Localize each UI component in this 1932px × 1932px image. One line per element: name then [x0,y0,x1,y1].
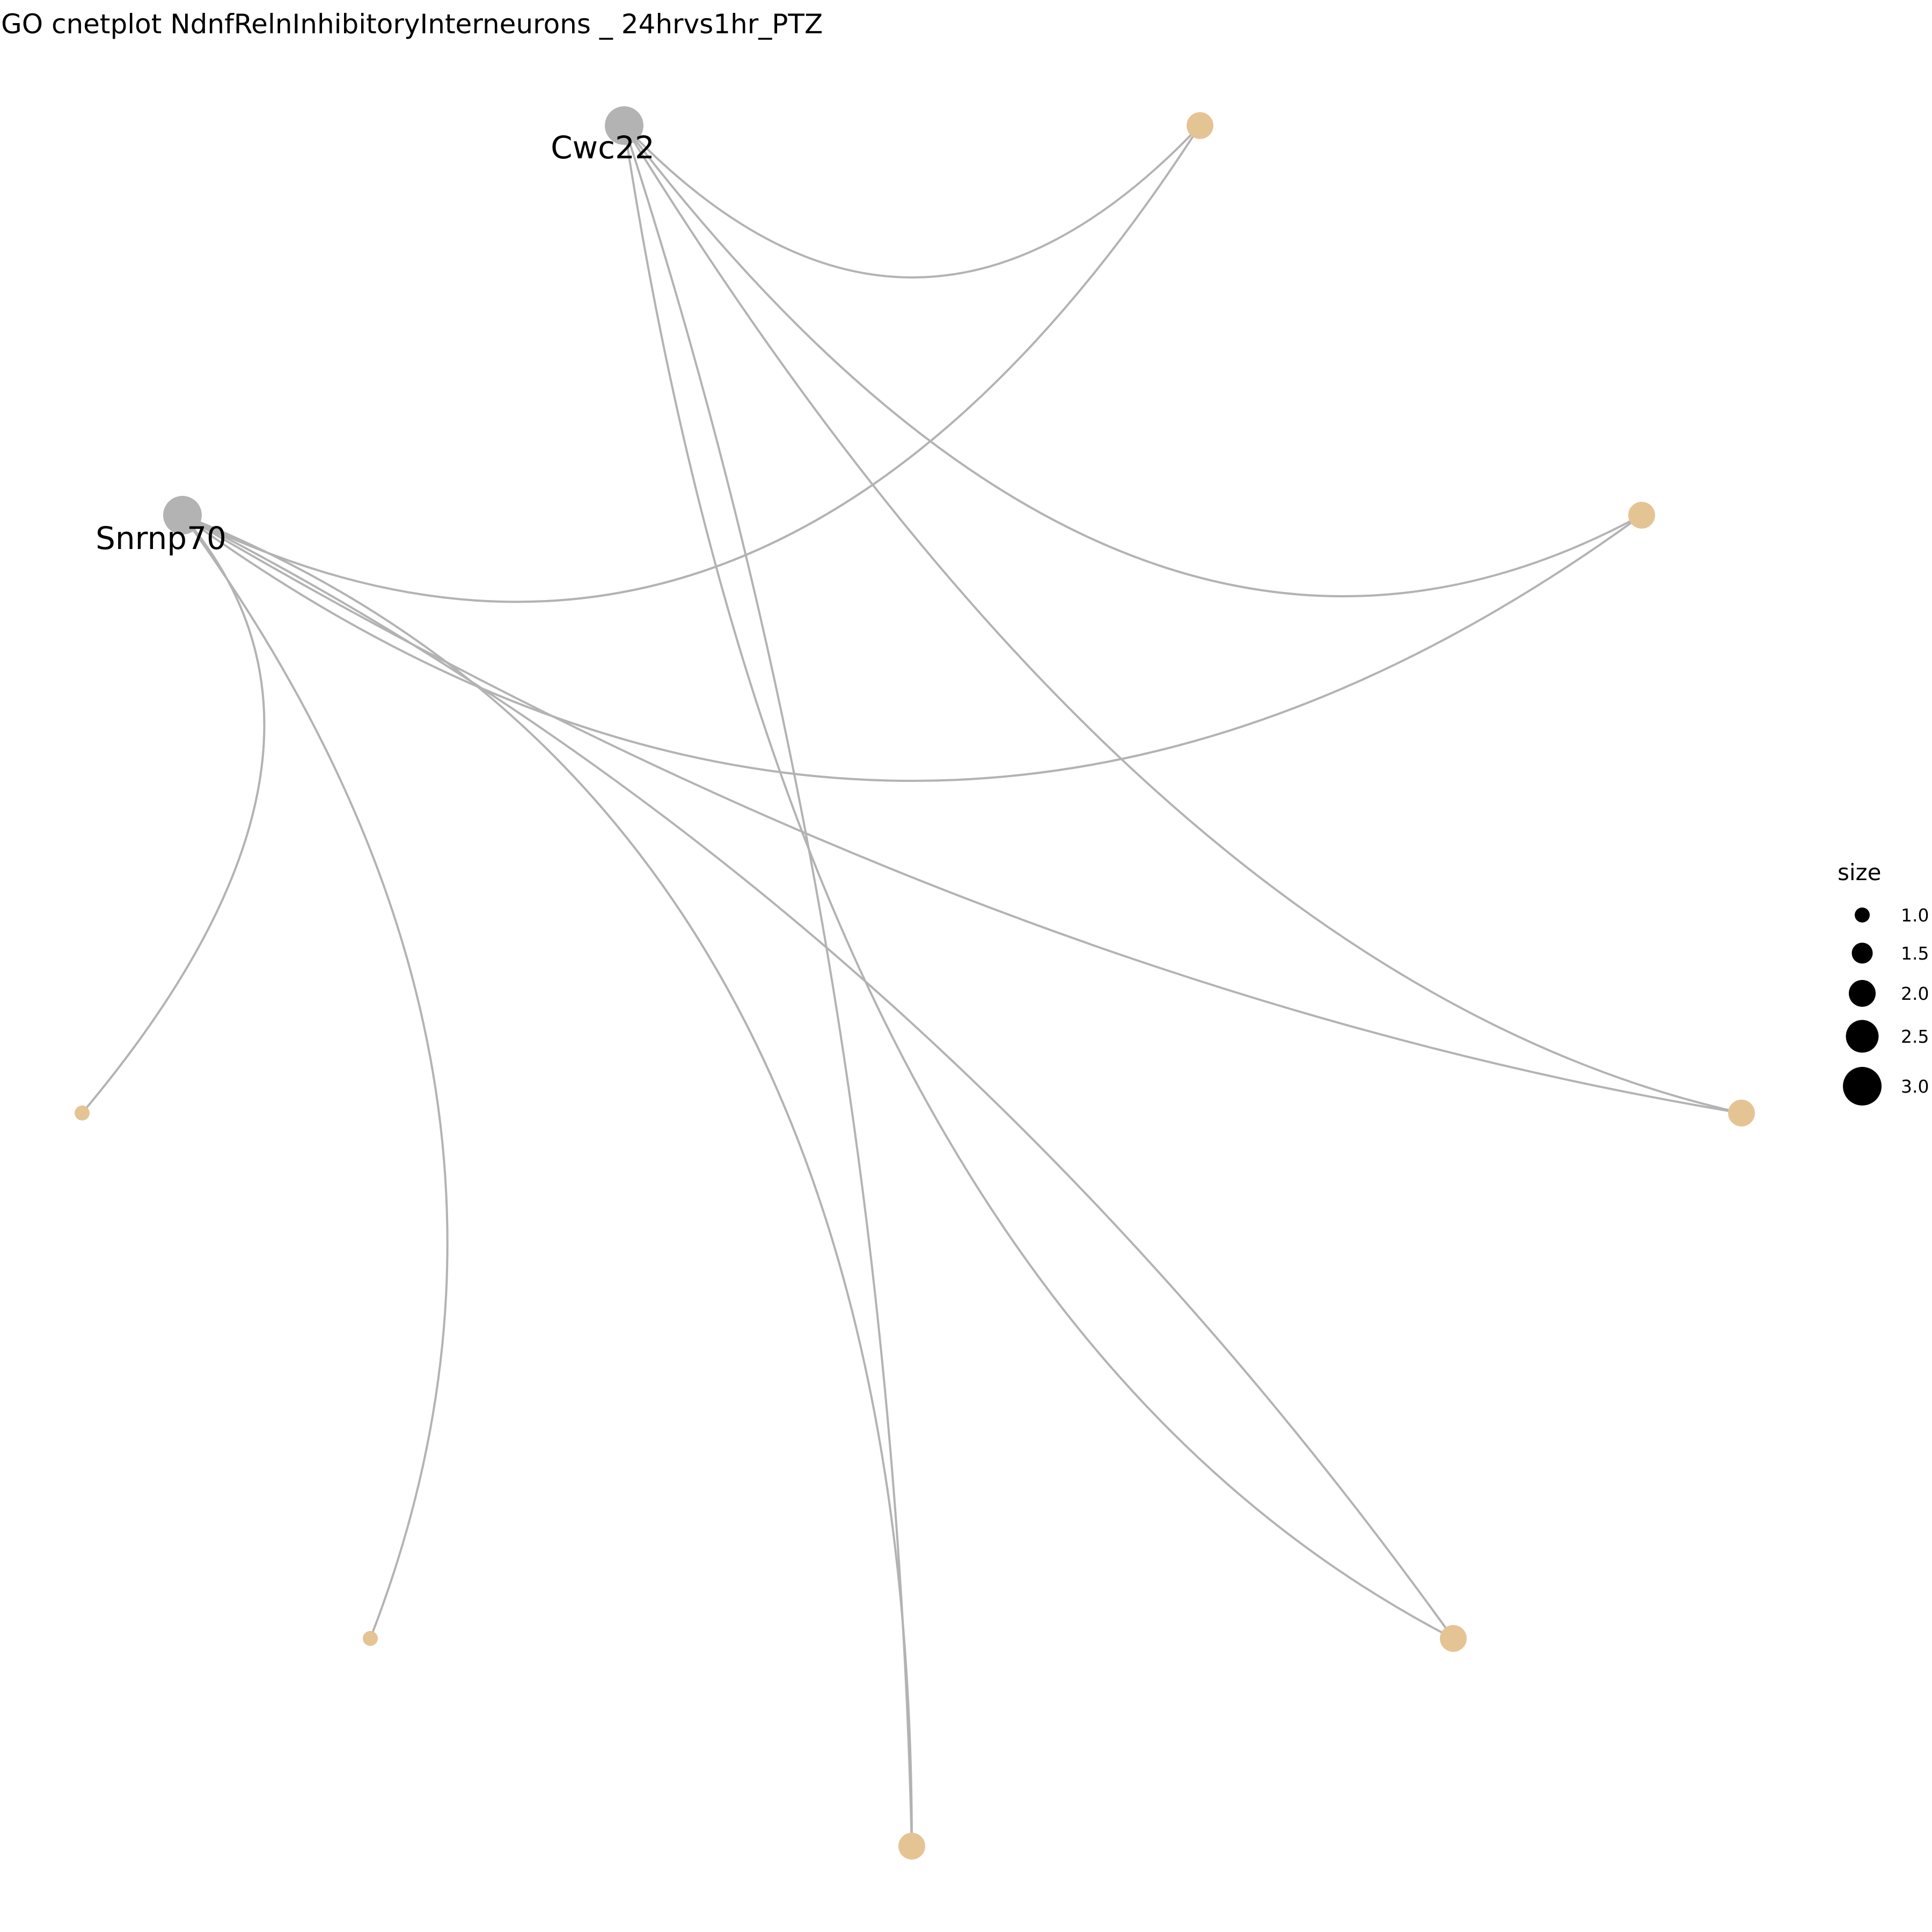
edge-cwc22-c1 [623,125,1201,279]
edge-cwc22-c5 [623,125,913,1847]
legend-title: size [1838,859,1881,885]
node-label-cwc22: Cwc22 [551,129,655,166]
edge-snrnp70-c7 [81,514,266,1114]
edge-cwc22-c4 [623,125,1454,1640]
legend-key-3-0 [1843,1067,1882,1106]
edge-snrnp70-c3 [181,514,1742,1114]
node-layer [75,106,1755,1860]
edge-layer [81,125,1742,1847]
category-node-c1 [1187,112,1213,139]
edge-cwc22-c3 [623,125,1742,1114]
edge-snrnp70-c1 [182,125,1201,603]
plot-title: GO cnetplot NdnfRelnInhibitoryInterneuro… [1,9,823,40]
category-node-c7 [75,1106,90,1121]
legend-key-1-0 [1855,908,1870,923]
edge-snrnp70-c6 [181,514,449,1639]
legend-label: 2.0 [1901,983,1929,1004]
category-node-c5 [898,1833,925,1860]
category-node-c6 [363,1631,378,1646]
edge-cwc22-c2 [623,125,1642,597]
category-node-c3 [1728,1100,1755,1126]
node-label-snrnp70: Snrnp70 [96,520,226,557]
edge-snrnp70-c4 [182,514,1454,1640]
legend-label: 3.0 [1901,1076,1929,1097]
legend-key-2-0 [1849,980,1876,1007]
edge-snrnp70-c2 [181,514,1643,782]
category-node-c2 [1628,502,1655,529]
category-node-c4 [1440,1625,1467,1652]
legend-key-2-5 [1846,1020,1879,1053]
legend-label: 1.0 [1901,905,1929,926]
label-layer: Cwc22 Snrnp70 [96,129,655,557]
legend-label: 1.5 [1901,943,1929,964]
gene-node-cwc22 [605,106,643,145]
edge-snrnp70-c5 [182,514,913,1847]
size-legend: size 1.0 1.5 2.0 2.5 3.0 [1838,859,1929,1106]
legend-label: 2.5 [1901,1026,1929,1047]
legend-key-1-5 [1851,942,1873,964]
gene-node-snrnp70 [163,496,202,535]
